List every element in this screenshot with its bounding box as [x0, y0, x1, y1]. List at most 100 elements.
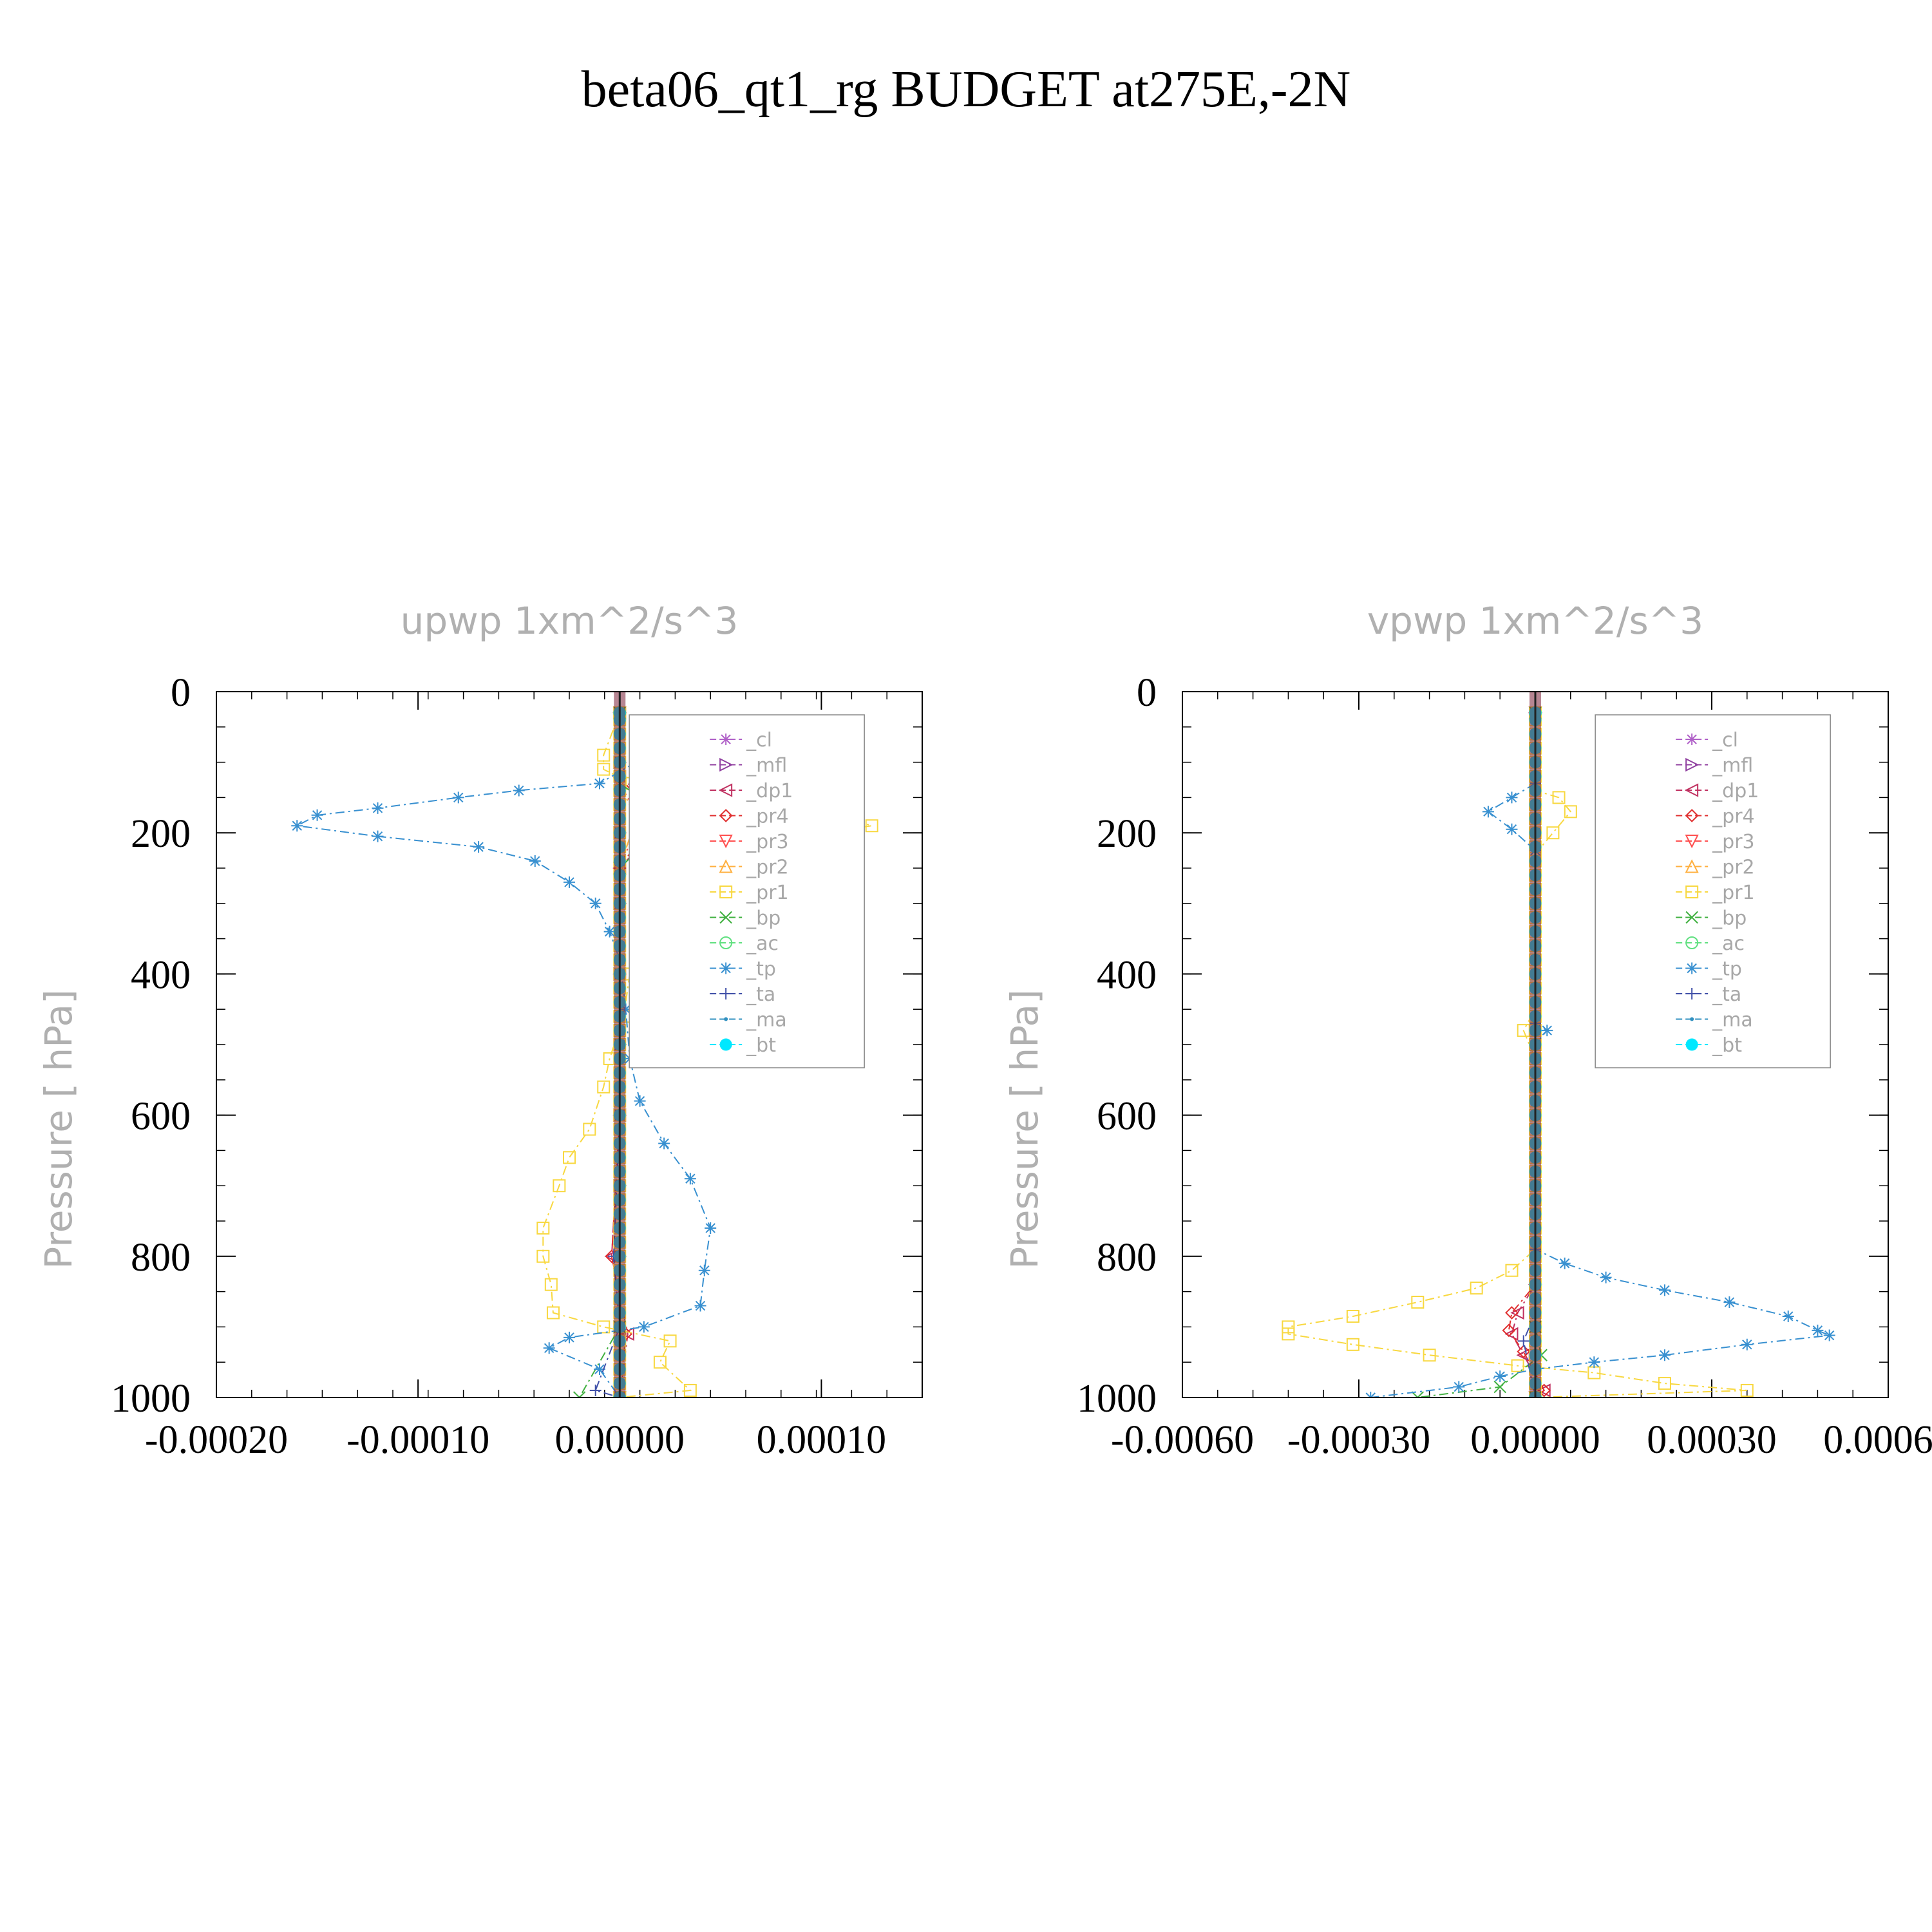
- legend-marker: [1686, 988, 1698, 999]
- data-point: [1493, 1380, 1506, 1394]
- data-point: [1411, 1296, 1425, 1309]
- data-point: [544, 1278, 558, 1291]
- y-tick-label: 800: [1097, 1236, 1157, 1280]
- data-point: [1741, 1338, 1753, 1350]
- legend-entry-pr4: _pr4: [1676, 806, 1755, 828]
- data-point: [372, 802, 384, 814]
- legend-entry-ac: _ac: [1676, 933, 1745, 955]
- legend-label: _ta: [1712, 983, 1741, 1006]
- data-point: [597, 762, 611, 776]
- legend-label: _mfl: [1712, 755, 1753, 777]
- data-point: [1506, 791, 1518, 804]
- data-point: [620, 1003, 632, 1016]
- legend-marker: [724, 1017, 728, 1021]
- data-point: [1600, 1271, 1612, 1283]
- y-axis-label: Pressure [ hPa]: [1003, 989, 1046, 1269]
- data-point: [593, 777, 605, 790]
- legend-label: _dp1: [1712, 780, 1759, 802]
- legend-marker: [1690, 1017, 1694, 1021]
- series-line: [542, 712, 872, 1397]
- data-point: [705, 1222, 717, 1234]
- legend-label: _ac: [746, 933, 779, 955]
- series-layer: [291, 692, 878, 1397]
- data-point: [536, 1249, 550, 1263]
- legend-marker: [719, 1038, 732, 1051]
- data-point: [1346, 1309, 1359, 1323]
- data-point: [564, 1331, 575, 1343]
- data-point: [1564, 805, 1577, 819]
- data-point: [597, 1320, 611, 1334]
- y-axis-label: Pressure [ hPa]: [37, 989, 80, 1269]
- data-point: [473, 841, 485, 853]
- legend: _cl _mfl _dp1 _pr4 _pr3 _pr2 _pr1 _bp _ac _tp_ta _…: [1595, 714, 1831, 1068]
- x-tick-label: -0.00060: [1111, 1418, 1254, 1462]
- legend-entry-bt: _bt: [1676, 1034, 1742, 1057]
- legend-marker: [719, 911, 732, 924]
- y-tick-label: 1000: [1077, 1377, 1157, 1421]
- legend: _cl _mfl _dp1 _pr4 _pr3 _pr2 _pr1 _bp _ac _tp_ta _…: [629, 714, 865, 1068]
- series-layer: [1282, 692, 1835, 1397]
- data-point: [597, 1080, 611, 1094]
- legend-entry-tp: _tp: [1676, 958, 1742, 981]
- data-point: [1510, 1305, 1524, 1320]
- legend-marker: [720, 962, 732, 974]
- legend-entry-bp: _bp: [710, 907, 781, 930]
- legend-label: _tp: [1712, 958, 1742, 981]
- data-point: [1502, 1323, 1516, 1338]
- panel-title: upwp 1xm^2/s^3: [401, 599, 739, 643]
- legend-entry-bt: _bt: [710, 1034, 776, 1057]
- chart-panels: upwp 1xm^2/s^3 Pressure [ hPa] -0.00020 -0.…: [37, 599, 1932, 1462]
- data-point: [865, 819, 878, 833]
- x-tick-label: 0.00060: [1823, 1418, 1932, 1462]
- legend-entry-dp1: _dp1: [1676, 780, 1759, 802]
- legend-entry-pr1: _pr1: [1676, 882, 1755, 904]
- legend-marker: [719, 835, 733, 849]
- figure-title: beta06_qt1_rg BUDGET at275E,-2N: [582, 61, 1351, 118]
- data-point: [1546, 826, 1560, 840]
- legend-marker: [719, 859, 733, 873]
- legend-entry-cl: _cl: [710, 729, 772, 752]
- data-point: [1482, 806, 1494, 818]
- legend-marker: [719, 886, 733, 898]
- data-point: [546, 1306, 560, 1320]
- data-point: [653, 1356, 667, 1369]
- y-tick-label: 600: [131, 1095, 191, 1139]
- legend-marker: [1684, 783, 1699, 797]
- data-point: [1740, 1384, 1754, 1397]
- data-point: [564, 876, 575, 888]
- data-point: [583, 1122, 596, 1136]
- legend-label: _cl: [746, 729, 772, 752]
- x-tick-label: 0.00030: [1647, 1418, 1777, 1462]
- legend-label: _pr1: [1712, 882, 1754, 904]
- data-point: [1541, 1025, 1553, 1037]
- y-tick-label: 400: [131, 953, 191, 997]
- legend-marker: [1685, 886, 1699, 898]
- data-point: [1658, 1377, 1671, 1390]
- data-point: [589, 1385, 601, 1397]
- data-point: [1282, 1327, 1295, 1341]
- chart-panel-1: upwp 1xm^2/s^3 Pressure [ hPa] -0.00020 -0.…: [37, 599, 923, 1462]
- legend-label: _bp: [1712, 907, 1747, 930]
- legend-label: _tp: [746, 958, 776, 981]
- chart-panel-2: vpwp 1xm^2/s^3 Pressure [ hPa] -0.00060 -0.…: [1003, 599, 1932, 1462]
- data-point: [291, 820, 303, 832]
- legend-entry-bp: _bp: [1676, 907, 1747, 930]
- data-point: [1511, 1359, 1524, 1372]
- data-point: [1723, 1296, 1736, 1309]
- legend-label: _pr4: [1712, 806, 1754, 828]
- legend-label: _cl: [1712, 729, 1738, 752]
- data-point: [1506, 823, 1518, 835]
- legend-label: _ta: [746, 983, 775, 1006]
- legend-marker: [718, 783, 733, 797]
- data-point: [603, 925, 616, 938]
- legend-entry-pr2: _pr2: [710, 857, 789, 879]
- legend-box: [1595, 714, 1831, 1068]
- legend-label: _pr1: [746, 882, 788, 904]
- legend-label: _bt: [1712, 1034, 1742, 1057]
- x-tick-label: 0.00000: [555, 1418, 685, 1462]
- data-point: [698, 1264, 710, 1276]
- data-point: [1558, 1257, 1571, 1269]
- data-point: [1782, 1310, 1794, 1322]
- legend-marker: [1685, 1038, 1698, 1051]
- legend-label: _bt: [746, 1034, 776, 1057]
